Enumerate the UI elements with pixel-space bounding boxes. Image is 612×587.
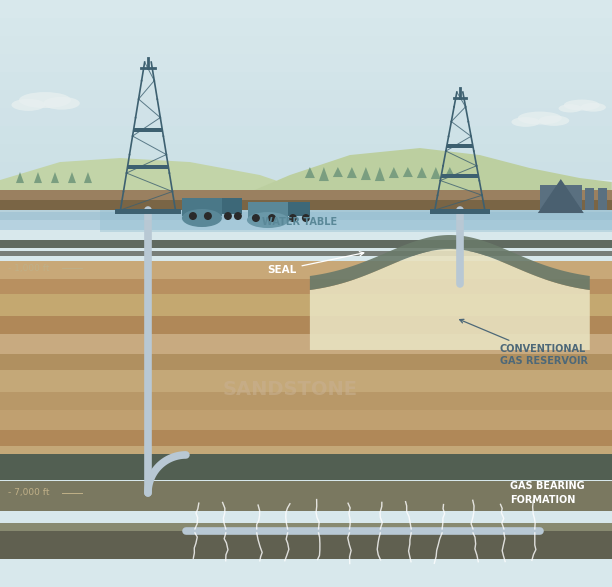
Bar [115,209,181,214]
Bar [0,294,612,316]
Polygon shape [51,172,59,183]
Polygon shape [16,172,24,183]
Bar [0,472,612,476]
Bar [0,531,612,559]
Ellipse shape [518,112,562,124]
Circle shape [289,214,297,222]
Ellipse shape [19,92,71,108]
Bar [0,454,612,480]
Bar [0,481,612,511]
Bar [430,209,490,214]
Text: - 7,000 ft: - 7,000 ft [8,488,50,497]
Text: WATER TABLE: WATER TABLE [263,217,337,227]
Polygon shape [250,148,612,195]
Polygon shape [333,167,343,177]
Bar [0,370,612,392]
Bar [0,108,612,126]
Bar [0,446,612,466]
Bar [0,198,612,210]
Ellipse shape [182,209,222,227]
Bar [447,144,472,148]
Ellipse shape [564,100,600,110]
Bar [134,127,162,131]
Polygon shape [445,167,455,177]
Text: CONVENTIONAL
GAS RESERVOIR: CONVENTIONAL GAS RESERVOIR [460,319,588,366]
Bar [0,392,612,410]
Bar [0,523,612,541]
Polygon shape [417,167,427,178]
Text: GAS BEARING
FORMATION: GAS BEARING FORMATION [510,481,584,505]
Bar [288,202,310,216]
Polygon shape [0,158,310,195]
Bar [585,188,594,210]
Bar [128,164,168,168]
Polygon shape [68,172,76,183]
Bar [0,240,612,248]
Polygon shape [84,172,92,183]
Bar [248,202,288,218]
Bar [0,316,612,334]
Ellipse shape [247,212,289,228]
Circle shape [268,214,276,222]
Polygon shape [34,172,42,183]
Polygon shape [403,167,413,177]
Polygon shape [389,167,399,178]
Bar [0,36,612,54]
Bar [0,0,612,18]
Ellipse shape [12,99,45,111]
Bar [441,174,478,178]
Bar [0,354,612,370]
Bar [0,410,612,430]
Ellipse shape [43,97,80,110]
Bar [0,251,612,256]
Circle shape [224,212,232,220]
Bar [0,90,612,108]
Polygon shape [310,249,590,350]
Text: SANDSTONE: SANDSTONE [222,380,357,400]
Bar [0,162,612,180]
Circle shape [252,214,260,222]
Polygon shape [361,167,371,180]
Bar [0,126,612,144]
Text: SEAL: SEAL [267,252,364,275]
Ellipse shape [559,104,582,113]
Bar [540,185,582,213]
Bar [0,210,612,220]
Circle shape [204,212,212,220]
Bar [0,279,612,294]
Bar [0,212,612,230]
Bar [0,72,612,90]
Ellipse shape [512,117,540,127]
Bar [182,198,222,216]
Bar [0,430,612,446]
Text: - 1,000 ft: - 1,000 ft [8,264,50,272]
Ellipse shape [581,103,606,112]
Polygon shape [319,167,329,181]
Bar [0,261,612,279]
Bar [0,54,612,72]
Bar [0,190,612,200]
Bar [0,144,612,162]
Polygon shape [375,167,385,181]
Polygon shape [347,167,357,178]
Polygon shape [305,167,315,178]
Polygon shape [310,235,590,290]
Bar [0,18,612,36]
Bar [0,460,612,468]
Circle shape [189,212,197,220]
Bar [0,501,612,506]
Circle shape [302,214,310,222]
Bar [0,334,612,354]
Bar [222,198,242,214]
Bar [0,0,612,195]
Bar [598,188,606,210]
Ellipse shape [539,116,569,126]
Bar [553,201,563,213]
Polygon shape [538,179,584,213]
Circle shape [234,212,242,220]
Polygon shape [431,167,441,179]
